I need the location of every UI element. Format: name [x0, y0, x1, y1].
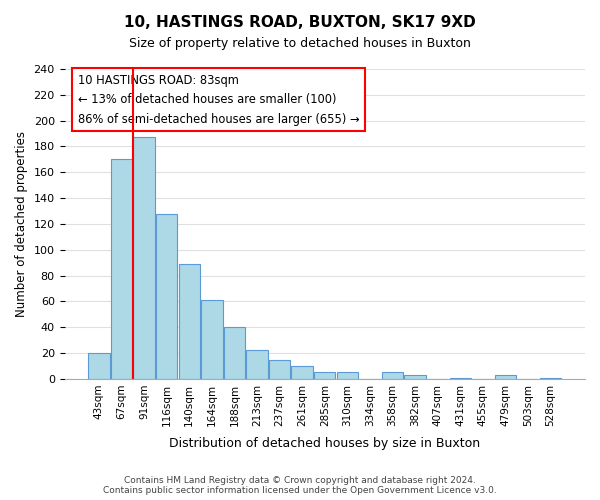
Bar	[246, 350, 268, 379]
Bar	[224, 328, 245, 379]
Bar	[111, 160, 132, 379]
Bar	[337, 372, 358, 379]
Bar	[540, 378, 562, 379]
Bar	[292, 366, 313, 379]
Y-axis label: Number of detached properties: Number of detached properties	[15, 131, 28, 317]
Bar	[314, 372, 335, 379]
Bar	[156, 214, 178, 379]
Text: 10 HASTINGS ROAD: 83sqm
← 13% of detached houses are smaller (100)
86% of semi-d: 10 HASTINGS ROAD: 83sqm ← 13% of detache…	[77, 74, 359, 126]
Bar	[201, 300, 223, 379]
Text: Size of property relative to detached houses in Buxton: Size of property relative to detached ho…	[129, 38, 471, 51]
Bar	[449, 378, 471, 379]
Bar	[495, 375, 516, 379]
Bar	[382, 372, 403, 379]
Bar	[88, 353, 110, 379]
Text: 10, HASTINGS ROAD, BUXTON, SK17 9XD: 10, HASTINGS ROAD, BUXTON, SK17 9XD	[124, 15, 476, 30]
X-axis label: Distribution of detached houses by size in Buxton: Distribution of detached houses by size …	[169, 437, 481, 450]
Bar	[404, 375, 426, 379]
Bar	[133, 138, 155, 379]
Text: Contains HM Land Registry data © Crown copyright and database right 2024.
Contai: Contains HM Land Registry data © Crown c…	[103, 476, 497, 495]
Bar	[179, 264, 200, 379]
Bar	[269, 360, 290, 379]
